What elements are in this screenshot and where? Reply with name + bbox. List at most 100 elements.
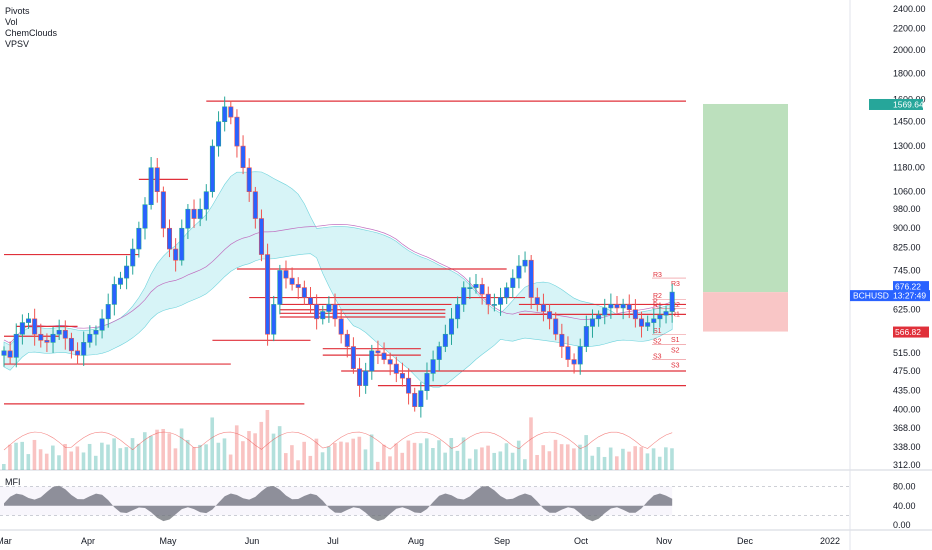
- volume-bar-20: [124, 447, 129, 470]
- candle-body-69: [424, 373, 430, 391]
- volume-bar-108: [664, 447, 668, 470]
- candle-62: [381, 342, 387, 365]
- candle-31: [191, 199, 197, 228]
- candle-body-5: [32, 318, 38, 335]
- volume-bar-72: [443, 452, 447, 470]
- volume-bar-89: [547, 451, 552, 470]
- candle-66: [406, 368, 412, 405]
- candle-body-31: [191, 208, 197, 219]
- volume-bar-1: [8, 444, 12, 470]
- indicator-vol[interactable]: Vol: [5, 17, 18, 27]
- candle-41: [252, 186, 258, 229]
- candle-body-78: [479, 284, 485, 295]
- price-tick-7: 1180.00: [893, 163, 925, 173]
- volume-bar-51: [314, 438, 319, 470]
- candle-body-58: [357, 368, 363, 386]
- candle-body-11: [68, 337, 74, 352]
- candle-100: [614, 295, 620, 313]
- candle-108: [663, 305, 669, 324]
- volume-bar-45: [277, 426, 282, 470]
- mfi-tick-2: 0.00: [893, 520, 911, 530]
- volume-bar-73: [449, 438, 454, 470]
- volume-ma-line: [3, 431, 673, 451]
- mfi-label[interactable]: MFI: [5, 477, 21, 487]
- candle-19: [117, 271, 123, 290]
- mfi-area: [4, 485, 673, 522]
- pivot-label-s3: S3: [653, 354, 662, 361]
- indicator-vpsv[interactable]: VPSV: [5, 39, 30, 49]
- candle-98: [602, 298, 608, 325]
- candle-body-89: [547, 311, 553, 320]
- indicator-pivots[interactable]: Pivots: [5, 6, 30, 16]
- candle-body-0: [1, 350, 7, 356]
- candle-body-53: [326, 304, 332, 312]
- volume-bar-68: [418, 443, 423, 470]
- candle-body-75: [461, 287, 467, 305]
- candle-body-18: [111, 284, 117, 305]
- candle-35: [216, 111, 222, 157]
- volume-bar-76: [467, 458, 472, 470]
- price-tick-17: 475.00: [893, 366, 921, 376]
- candle-58: [357, 357, 363, 397]
- volume-bar-41: [253, 433, 257, 470]
- time-label-dec: Dec: [737, 536, 754, 546]
- volume-bar-61: [375, 461, 380, 470]
- candle-body-50: [307, 297, 313, 305]
- candle-body-85: [522, 259, 528, 267]
- candle-65: [399, 362, 405, 387]
- volume-bar-10: [63, 443, 67, 470]
- candle-0: [1, 346, 7, 367]
- volume-bar-79: [486, 445, 490, 470]
- volume-bar-39: [241, 441, 245, 470]
- indicator-chemclouds[interactable]: ChemClouds: [5, 28, 58, 38]
- candle-29: [179, 219, 185, 266]
- volume-bar-34: [210, 417, 215, 470]
- candle-14: [87, 325, 93, 348]
- candle-body-99: [608, 304, 614, 309]
- candle-body-2: [13, 333, 19, 358]
- volume-bar-44: [271, 433, 276, 470]
- candle-25: [154, 158, 160, 203]
- candle-32: [197, 198, 203, 227]
- candle-48: [295, 277, 301, 300]
- mfi-tick-1: 40.00: [893, 501, 916, 511]
- volume-bar-82: [504, 443, 509, 470]
- candle-body-102: [626, 304, 632, 311]
- candle-15: [93, 325, 99, 346]
- volume-bar-50: [308, 455, 313, 470]
- volume-bar-48: [296, 460, 300, 470]
- volume-bar-71: [437, 440, 441, 470]
- candle-body-23: [142, 204, 148, 229]
- candle-body-61: [375, 350, 381, 354]
- candle-body-94: [577, 346, 583, 365]
- current-price-badge: 676.22: [893, 281, 929, 293]
- volume-bar-83: [510, 452, 515, 470]
- pivot-label-b-r3: R3: [671, 281, 680, 288]
- volume-bar-101: [621, 448, 625, 470]
- candle-body-55: [338, 318, 344, 335]
- target-zone: [703, 103, 788, 293]
- candle-body-15: [93, 329, 99, 335]
- candle-64: [393, 356, 399, 383]
- volume-bar-12: [75, 446, 80, 470]
- candle-body-3: [19, 322, 25, 335]
- candle-body-79: [485, 293, 491, 305]
- time-label-mar: Mar: [0, 536, 12, 546]
- volume-bar-57: [351, 438, 356, 470]
- candle-22: [136, 221, 142, 258]
- target-price-badge-bg: [869, 98, 923, 110]
- candle-46: [283, 260, 289, 289]
- time-label-oct: Oct: [574, 536, 589, 546]
- volume-bar-42: [259, 421, 264, 470]
- candle-body-7: [44, 340, 50, 343]
- volume-bar-100: [615, 456, 619, 470]
- volume-bar-64: [394, 443, 398, 470]
- volume-bar-19: [118, 448, 123, 470]
- volume-bar-3: [20, 441, 24, 470]
- candle-11: [68, 332, 74, 359]
- candle-body-51: [314, 304, 320, 320]
- volume-bar-25: [155, 429, 159, 470]
- candle-33: [203, 184, 209, 221]
- volume-bar-52: [320, 452, 325, 470]
